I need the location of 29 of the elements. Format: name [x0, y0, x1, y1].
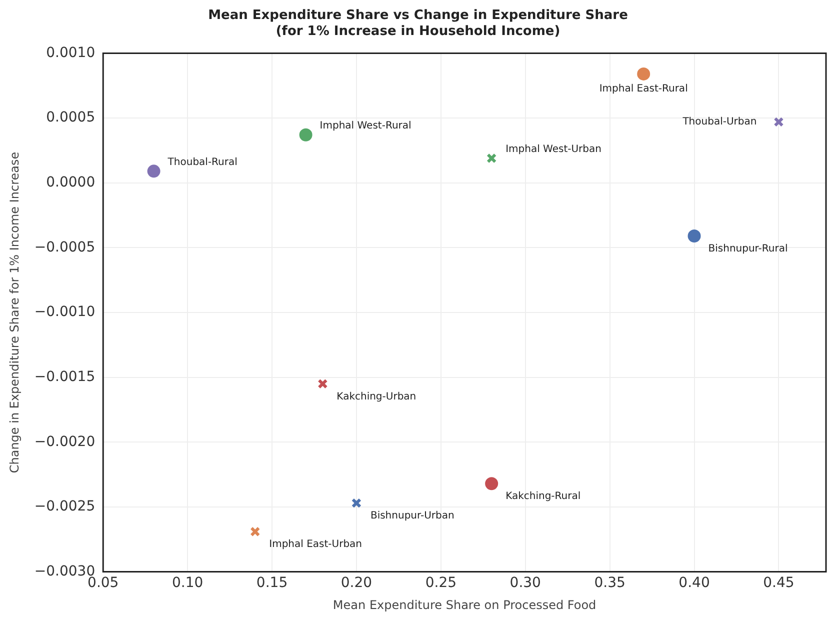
- x-axis-title: Mean Expenditure Share on Processed Food: [332, 598, 596, 612]
- x-tick-label: 0.15: [256, 574, 288, 591]
- y-tick-label: 0.0000: [46, 174, 96, 190]
- y-axis-title: Change in Expenditure Share for 1% Income Increase: [7, 152, 22, 474]
- y-tick-label: 0.0010: [46, 44, 96, 61]
- annotation: Kakching-Urban: [336, 391, 416, 402]
- annotation: Kakching-Rural: [506, 491, 581, 502]
- x-tick-label: 0.45: [763, 574, 794, 591]
- x-tick-label: 0.40: [678, 574, 710, 591]
- x-tick-label: 0.25: [425, 574, 456, 591]
- y-tick-label: −0.0025: [34, 498, 96, 515]
- x-tick-label: 0.10: [172, 574, 204, 591]
- y-tick-label: −0.0015: [34, 368, 96, 385]
- x-tick-label: 0.20: [340, 574, 372, 591]
- annotation: Imphal East-Urban: [269, 539, 362, 550]
- y-tick-label: −0.0010: [34, 304, 96, 320]
- y-tick-label: −0.0020: [34, 434, 96, 450]
- chart-title: Mean Expenditure Share vs Change in Expenditure Share (for 1% Increase in Household Income): [208, 8, 628, 39]
- annotation: Thoubal-Rural: [166, 156, 238, 168]
- annotation: Bishnupur-Rural: [708, 244, 788, 255]
- y-tick-label: −0.0005: [34, 239, 96, 256]
- annotation: Imphal West-Urban: [506, 144, 602, 155]
- y-tick-label: 0.0005: [46, 110, 96, 126]
- annotation: Bishnupur-Urban: [370, 510, 454, 522]
- x-tick-label: 0.30: [510, 574, 541, 591]
- annotation: Imphal West-Rural: [320, 120, 412, 132]
- x-tick-label: 0.35: [594, 574, 626, 591]
- annotation: Thoubal-Urban: [682, 116, 757, 128]
- annotation: Imphal East-Rural: [599, 84, 688, 95]
